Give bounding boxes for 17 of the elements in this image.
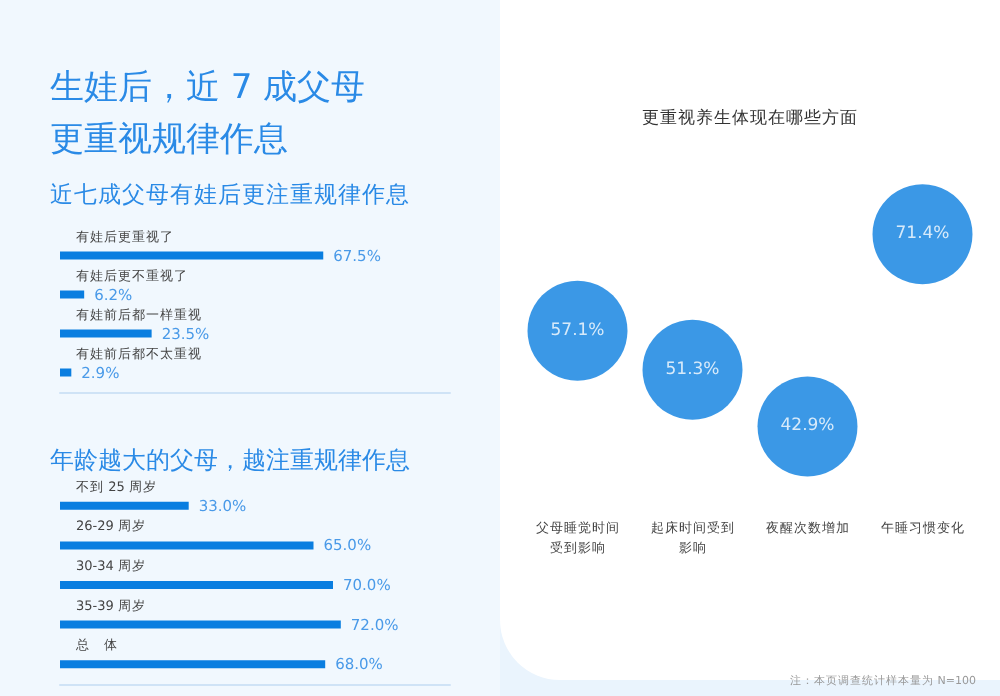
bar	[60, 581, 333, 589]
bar	[60, 329, 152, 338]
bar	[60, 660, 326, 669]
data-label: 57.1%	[550, 320, 605, 341]
bar	[60, 620, 341, 629]
bar	[60, 368, 72, 377]
bar	[60, 541, 314, 550]
text: 更重视养生体现在哪些方面	[642, 107, 858, 129]
bar	[60, 290, 85, 299]
data-label: 42.9%	[780, 416, 835, 437]
bar	[60, 501, 189, 510]
data-label: 51.3%	[665, 359, 720, 380]
chart-title: 生娃后，近 7 成父母更重视规律作息	[50, 68, 366, 160]
data-label: 71.4%	[895, 224, 950, 245]
bar	[60, 251, 324, 260]
chart-title: 年龄越大的父母，越注重规律作息	[50, 446, 410, 474]
chart-subtitle: 近七成父母有娃后更注重规律作息	[50, 180, 410, 208]
